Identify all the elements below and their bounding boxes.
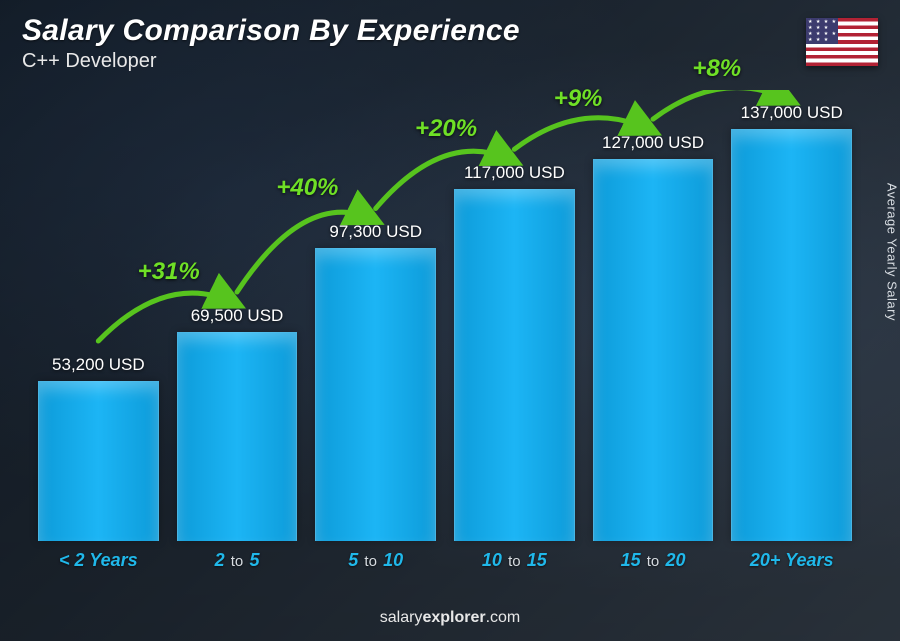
footer-attribution: salaryexplorer.com [0,609,900,627]
bar-5 [731,129,852,541]
bar-value-label-0: 53,200 USD [14,355,183,375]
pct-badge-1: +31% [138,258,200,286]
bar-x-label-0: < 2 Years [26,550,171,571]
bar-0 [38,381,159,541]
bar-4 [593,159,714,541]
bar-x-label-2: 5 to 10 [303,550,448,571]
chart-title: Salary Comparison By Experience [22,14,520,48]
pct-badge-3: +20% [415,115,477,143]
pct-badge-2: +40% [276,174,338,202]
bar-value-label-2: 97,300 USD [291,222,460,242]
bar-x-label-4: 15 to 20 [581,550,726,571]
bar-value-label-5: 137,000 USD [707,103,876,123]
bar-x-label-3: 10 to 15 [442,550,587,571]
bar-value-label-3: 117,000 USD [430,163,599,183]
infographic-container: Salary Comparison By Experience C++ Deve… [0,0,900,641]
bar-2 [315,248,436,541]
pct-badge-4: +9% [554,85,603,113]
bar-value-label-1: 69,500 USD [153,306,322,326]
bar-slot-0: 53,200 USD< 2 Years [38,90,159,541]
bar-slot-4: 127,000 USD15 to 20 [593,90,714,541]
chart-subtitle: C++ Developer [22,50,157,73]
bar-x-label-1: 2 to 5 [165,550,310,571]
bar-slot-2: 97,300 USD5 to 10 [315,90,436,541]
bar-slot-3: 117,000 USD10 to 15 [454,90,575,541]
y-axis-label: Average Yearly Salary [885,182,900,320]
footer-text-pre: salary [380,609,423,626]
bar-1 [177,332,298,541]
bar-chart: 53,200 USD< 2 Years69,500 USD2 to 597,30… [30,90,860,571]
us-flag-icon [806,18,878,66]
footer-text-bold: explorer [422,609,485,626]
bar-3 [454,189,575,541]
bar-slot-5: 137,000 USD20+ Years [731,90,852,541]
bar-x-label-5: 20+ Years [719,550,864,571]
footer-text-post: .com [486,609,521,626]
bar-value-label-4: 127,000 USD [569,133,738,153]
pct-badge-5: +8% [692,55,741,83]
bar-slot-1: 69,500 USD2 to 5 [177,90,298,541]
